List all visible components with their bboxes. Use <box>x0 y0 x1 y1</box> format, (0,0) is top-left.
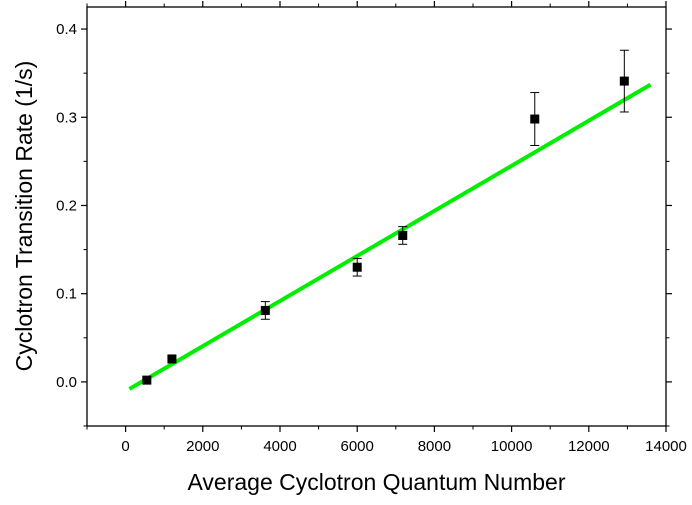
x-tick-label: 4000 <box>263 438 296 455</box>
x-tick-label: 2000 <box>186 438 219 455</box>
plot-frame <box>86 6 667 427</box>
x-tick-label: 12000 <box>568 438 610 455</box>
data-point <box>619 76 629 86</box>
y-tick-label: 0.0 <box>56 374 77 391</box>
data-point <box>167 354 177 364</box>
x-tick-label: 14000 <box>645 438 687 455</box>
data-point <box>260 305 270 315</box>
x-tick-label: 8000 <box>418 438 451 455</box>
y-tick-label: 0.1 <box>56 286 77 303</box>
y-tick-label: 0.4 <box>56 21 77 38</box>
data-point <box>142 375 152 385</box>
x-tick-label: 0 <box>121 438 129 455</box>
points-layer <box>142 49 629 385</box>
fit-line <box>128 82 652 391</box>
data-point <box>530 114 540 124</box>
x-major-ticks <box>124 1 667 432</box>
x-tick-label: 6000 <box>341 438 374 455</box>
x-tick-labels: 0 2000 4000 6000 8000 10000 12000 14000 <box>121 438 686 455</box>
data-point <box>352 262 362 272</box>
x-axis-label: Average Cyclotron Quantum Number <box>188 469 566 495</box>
y-axis-label: Cyclotron Transition Rate (1/s) <box>11 61 37 372</box>
y-tick-label: 0.3 <box>56 109 77 126</box>
y-tick-labels: 0.0 0.1 0.2 0.3 0.4 <box>56 21 77 391</box>
y-tick-label: 0.2 <box>56 197 77 214</box>
data-point <box>398 230 408 240</box>
fit-layer <box>128 82 652 391</box>
y-major-ticks <box>81 28 672 383</box>
x-tick-label: 10000 <box>491 438 533 455</box>
